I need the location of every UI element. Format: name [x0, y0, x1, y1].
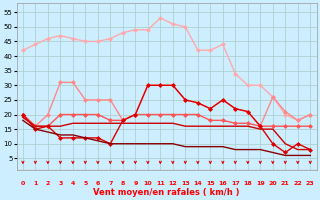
X-axis label: Vent moyen/en rafales ( km/h ): Vent moyen/en rafales ( km/h )	[93, 188, 240, 197]
